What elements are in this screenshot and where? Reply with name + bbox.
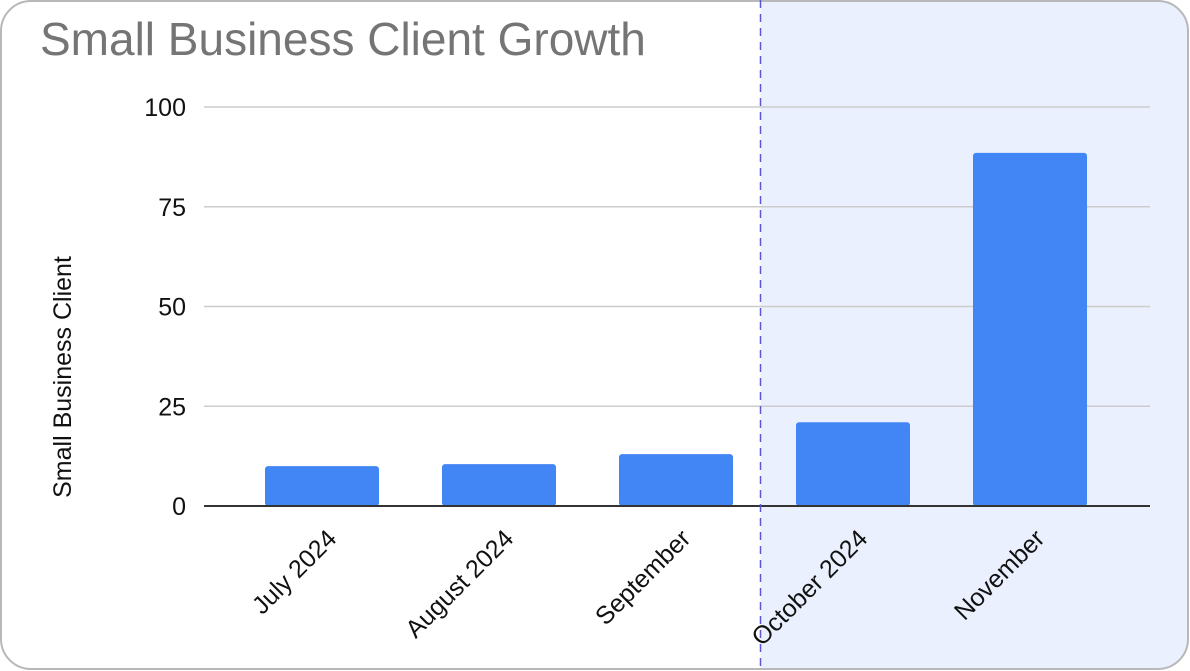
bar xyxy=(619,454,733,506)
bar xyxy=(442,464,556,506)
y-tick-label: 50 xyxy=(158,294,186,322)
bar xyxy=(796,422,910,506)
bar xyxy=(973,152,1087,506)
y-tick-label: 25 xyxy=(158,393,186,421)
chart-title: Small Business Client Growth xyxy=(40,13,646,65)
y-tick-label: 0 xyxy=(172,493,186,521)
bar xyxy=(265,466,379,506)
y-tick-label: 75 xyxy=(158,194,186,222)
y-axis-label: Small Business Client xyxy=(49,256,77,498)
bars xyxy=(265,152,1087,506)
y-tick-label: 100 xyxy=(144,94,186,122)
y-axis-ticks: 0 25 50 75 100 xyxy=(144,94,186,521)
